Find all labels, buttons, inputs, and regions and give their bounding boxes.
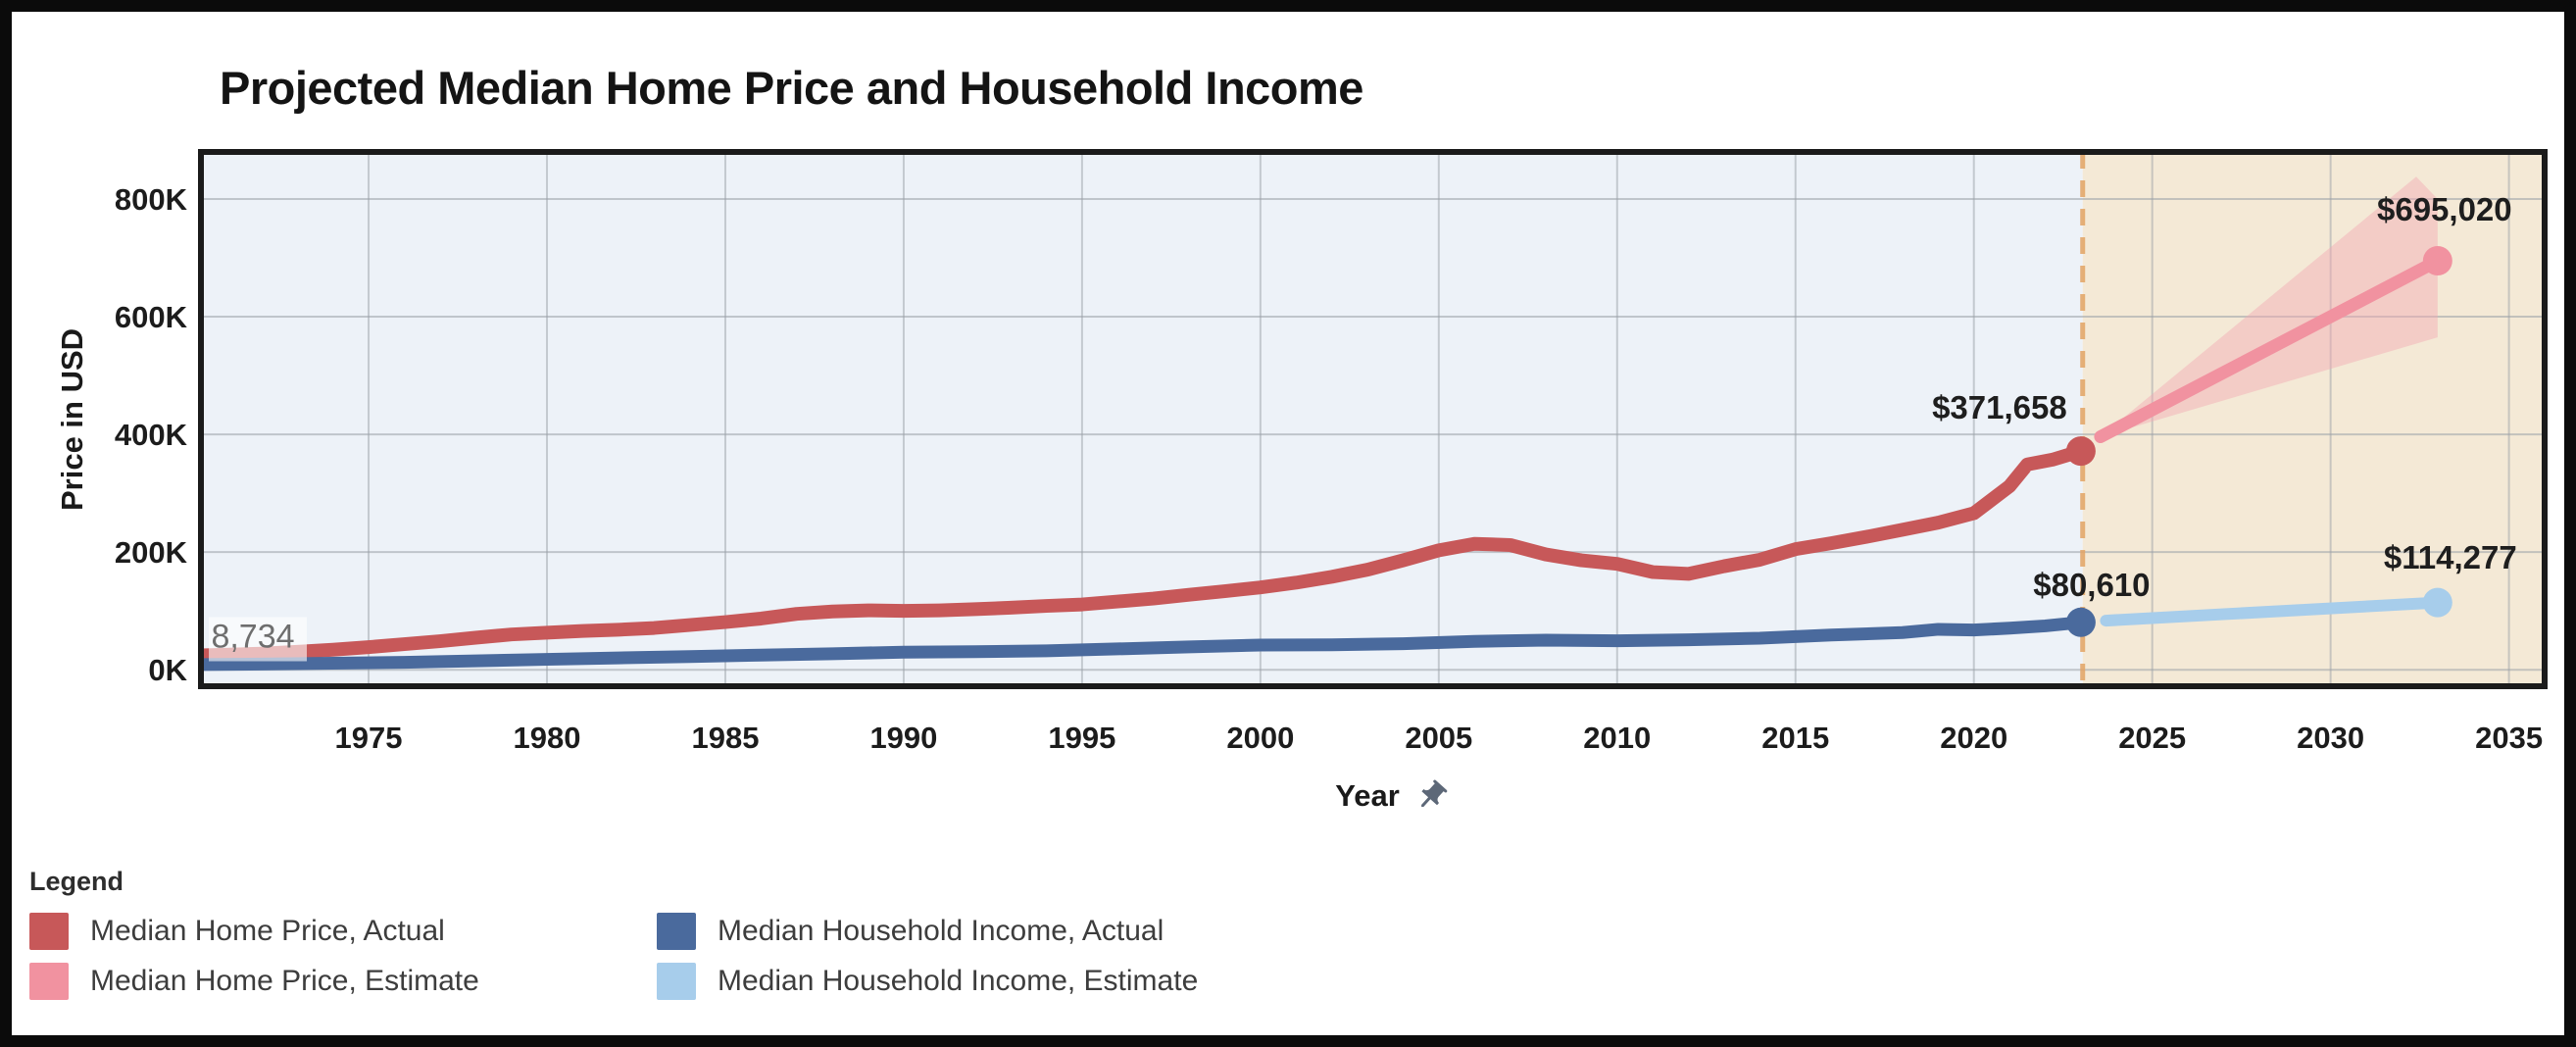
plot-border [198, 149, 2548, 689]
y-tick-label: 800K [115, 182, 188, 217]
plot-background-forecast [2082, 152, 2545, 686]
x-tick-label: 1975 [335, 721, 403, 755]
series-line-median-household-income-estimate[interactable] [2100, 596, 2444, 627]
x-tick-label: 1985 [691, 721, 759, 755]
legend-swatch [657, 963, 696, 1000]
series-line-median-home-price-actual[interactable] [190, 444, 2088, 663]
x-tick-label: 2000 [1226, 721, 1294, 755]
data-point-median-home-price-estimate[interactable] [2422, 246, 2452, 276]
legend-item-label: Median Household Income, Estimate [718, 965, 1199, 997]
legend-item-median-home-price-estimate[interactable]: Median Home Price, Estimate [29, 963, 657, 1000]
data-point-median-household-income-actual[interactable] [2065, 607, 2096, 637]
y-tick-label: 0K [148, 653, 187, 687]
legend: Legend Median Home Price, Actual Median H… [29, 867, 1198, 1000]
x-tick-label: 1995 [1048, 721, 1115, 755]
series-line-median-household-income-actual[interactable] [190, 616, 2088, 672]
legend-swatch [657, 913, 696, 950]
y-tick-label: 400K [115, 418, 188, 452]
x-tick-label: 2020 [1940, 721, 2007, 755]
y-tick-label: 200K [115, 535, 188, 570]
legend-item-median-home-price-actual[interactable]: Median Home Price, Actual [29, 913, 657, 950]
legend-title: Legend [29, 867, 124, 896]
x-tick-label: 2030 [2297, 721, 2364, 755]
legend-item-label: Median Home Price, Estimate [90, 965, 479, 997]
legend-swatch [29, 913, 69, 950]
x-tick-label: 2015 [1761, 721, 1829, 755]
legend-swatch [29, 963, 69, 1000]
page-title: Projected Median Home Price and Househol… [220, 62, 1363, 114]
x-axis-title-label: Year [1335, 778, 1400, 813]
x-tick-label: 2025 [2118, 721, 2186, 755]
legend-item-median-household-income-estimate[interactable]: Median Household Income, Estimate [657, 963, 1198, 1000]
series-group [190, 176, 2452, 672]
data-point-median-household-income-estimate[interactable] [2422, 587, 2452, 618]
pin-icon[interactable] [1406, 772, 1456, 822]
x-tick-label: 2035 [2475, 721, 2543, 755]
series-line-median-home-price-estimate[interactable] [2094, 254, 2445, 444]
x-tick-label: 2005 [1405, 721, 1472, 755]
x-tick-label: 1990 [869, 721, 937, 755]
legend-items: Median Home Price, Actual Median Home Pri… [29, 913, 1198, 1000]
y-tick-label: 600K [115, 300, 188, 334]
x-axis-title: Year [1335, 778, 1449, 814]
legend-item-median-household-income-actual[interactable]: Median Household Income, Actual [657, 913, 1198, 950]
legend-item-label: Median Home Price, Actual [90, 915, 445, 947]
x-tick-label: 2010 [1583, 721, 1651, 755]
legend-item-label: Median Household Income, Actual [718, 915, 1164, 947]
x-tick-label: 1980 [514, 721, 581, 755]
confidence-band-median-home-price-estimate [2100, 176, 2438, 437]
data-point-median-home-price-actual[interactable] [2065, 436, 2096, 467]
